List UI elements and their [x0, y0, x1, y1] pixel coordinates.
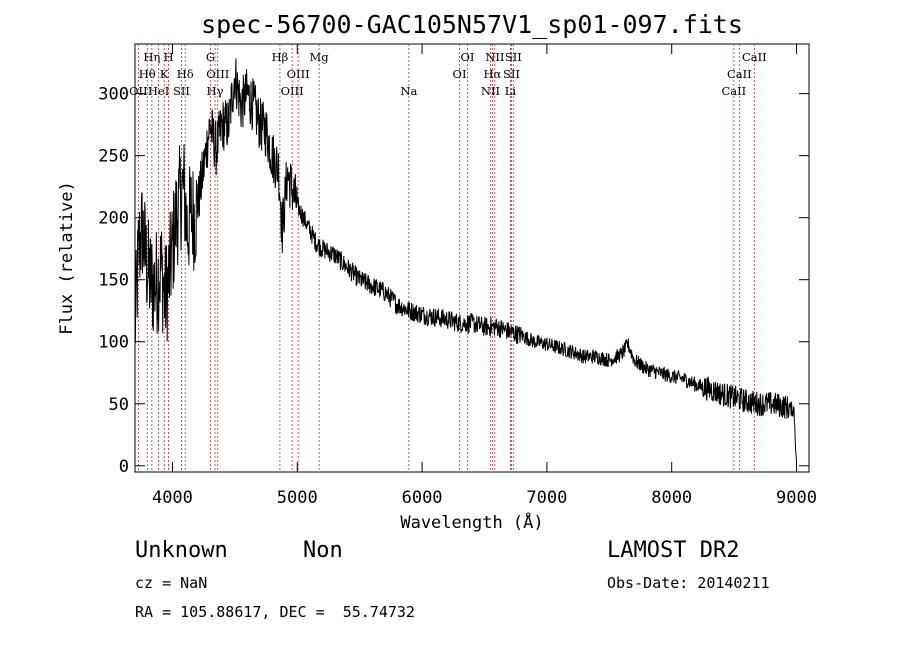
y-axis-label: Flux (relative)	[57, 181, 77, 335]
spectral-line-labels: OIIHθHηHeIKHSIIHδGHγOIIIHβOIIIOIIIMgNaOI…	[129, 50, 767, 98]
survey-label: LAMOST DR2	[607, 538, 740, 563]
coordinates-label: RA = 105.88617, DEC = 55.74732	[135, 603, 415, 621]
class-label: Unknown	[135, 538, 228, 563]
spectral-line-label: Li	[505, 84, 517, 98]
y-tick-label: 0	[119, 457, 129, 477]
spectral-line-label: NII	[481, 84, 500, 98]
x-tick-label: 5000	[277, 488, 318, 508]
spectral-line-label: Hβ	[272, 50, 289, 64]
chart-title: spec-56700-GAC105N57V1_sp01-097.fits	[201, 10, 743, 39]
spectral-line-label: OI	[453, 67, 467, 81]
spectral-line-label: Hθ	[139, 67, 156, 81]
y-tick-label: 150	[98, 271, 129, 291]
spectral-line-label: G	[206, 50, 215, 64]
spectral-line-label: SII	[503, 67, 520, 81]
spectral-line-label: CaII	[727, 67, 752, 81]
obs-date-label: Obs-Date: 20140211	[607, 574, 770, 592]
spectral-line-label: H	[164, 50, 174, 64]
spectral-line-markers	[137, 44, 755, 472]
spectral-line-label: OIII	[281, 84, 304, 98]
spectral-line-label: OIII	[206, 67, 229, 81]
spectral-line-label: K	[160, 67, 169, 81]
subclass-label: Non	[303, 538, 343, 563]
y-axis: 0 50 100 150 200 250 300	[98, 85, 809, 477]
x-tick-label: 4000	[152, 488, 193, 508]
spectral-line-label: CaII	[721, 84, 746, 98]
spectral-line-label: OII	[129, 84, 148, 98]
spectral-line-label: Mg	[310, 50, 330, 64]
spectral-line-label: Hα	[483, 67, 501, 81]
y-tick-label: 50	[109, 395, 129, 415]
spectral-line-label: OIII	[287, 67, 310, 81]
spectral-line-label: Hγ	[207, 84, 224, 98]
spectral-line-label: Hδ	[177, 67, 194, 81]
x-tick-label: 8000	[651, 488, 692, 508]
spectral-line-label: Hη	[143, 50, 160, 64]
plot-frame	[134, 43, 810, 473]
x-axis-label: Wavelength (Å)	[400, 511, 543, 533]
spectrum-line	[135, 58, 798, 464]
redshift-label: cz = NaN	[135, 574, 208, 592]
spectral-line-label: CaII	[742, 50, 767, 64]
y-tick-label: 250	[98, 147, 129, 167]
x-axis: 4000 5000 6000 7000 8000 9000	[152, 44, 817, 508]
y-tick-label: 300	[98, 85, 129, 105]
y-tick-label: 100	[98, 333, 129, 353]
spectral-line-label: SII	[505, 50, 522, 64]
spectral-line-label: NII	[485, 50, 504, 64]
x-tick-label: 9000	[776, 488, 817, 508]
spectral-line-label: Na	[400, 84, 417, 98]
spectral-line-label: SII	[173, 84, 190, 98]
spectral-line-label: OI	[461, 50, 475, 64]
y-tick-label: 200	[98, 209, 129, 229]
x-tick-label: 6000	[402, 488, 443, 508]
spectral-line-label: HeI	[148, 84, 169, 98]
x-tick-label: 7000	[526, 488, 567, 508]
